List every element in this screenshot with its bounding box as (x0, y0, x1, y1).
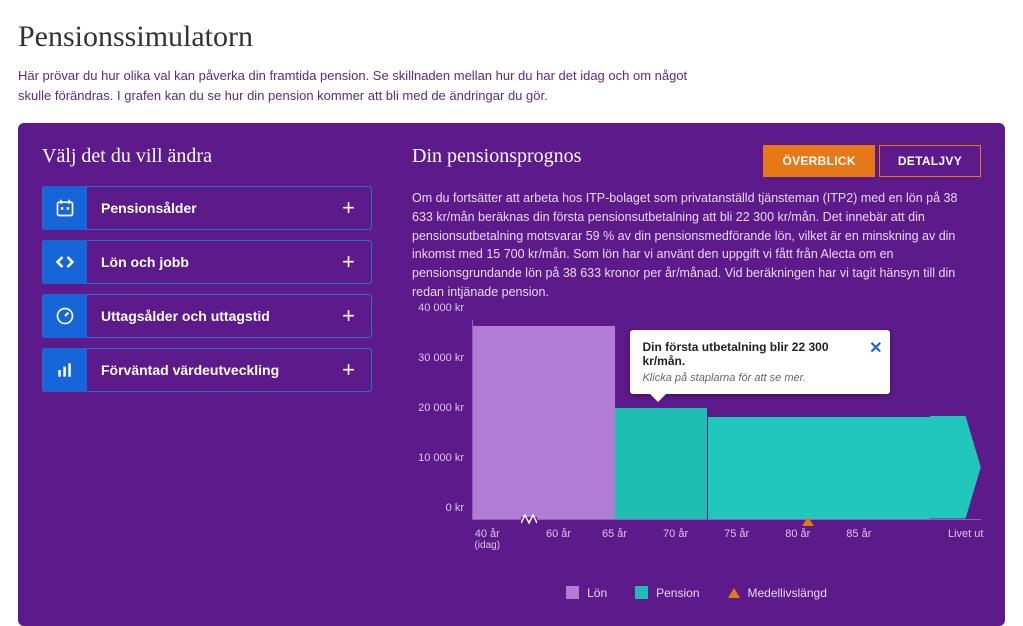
legend-label: Lön (587, 586, 607, 600)
legend-salary: Lön (566, 586, 607, 600)
close-icon[interactable]: ✕ (869, 338, 882, 358)
chart-legend: Lön Pension Medellivslängd (412, 586, 981, 600)
life-expectancy-marker (802, 517, 814, 526)
option-label: Lön och jobb (87, 254, 326, 270)
x-tick-label: Livet ut (948, 528, 983, 540)
view-tabs: ÖVERBLICK DETALJVY (763, 145, 981, 177)
triangle-icon (728, 588, 740, 598)
swatch-salary (566, 586, 579, 599)
legend-life-expectancy: Medellivslängd (728, 586, 827, 600)
option-salary-job[interactable]: Lön och jobb + (42, 240, 372, 284)
expand-icon: + (326, 303, 371, 329)
chart-x-axis: 40 år(idag) 60 år 65 år 70 år 75 år 80 år 85 å… (472, 520, 981, 568)
option-label: Pensionsålder (87, 200, 326, 216)
tooltip-hint: Klicka på staplarna för att se mer. (642, 372, 856, 384)
tab-overview[interactable]: ÖVERBLICK (763, 145, 874, 177)
option-label: Förväntad värdeutveckling (87, 362, 326, 378)
option-label: Uttagsålder och uttagstid (87, 308, 326, 324)
prognosis-text: Om du fortsätter att arbeta hos ITP-bola… (412, 189, 981, 302)
option-withdrawal[interactable]: Uttagsålder och uttagstid + (42, 294, 372, 338)
pension-chart: 0 kr10 000 kr20 000 kr30 000 kr40 000 kr… (412, 320, 981, 600)
bar-pension[interactable] (707, 417, 931, 519)
tab-detail[interactable]: DETALJVY (879, 145, 981, 177)
bar-pension[interactable] (615, 408, 706, 519)
chart-y-axis: 0 kr10 000 kr20 000 kr30 000 kr40 000 kr (412, 320, 472, 520)
page-title: Pensionssimulatorn (18, 20, 1005, 54)
barchart-icon (43, 348, 87, 392)
simulator-panel: Välj det du vill ändra Pensionsålder + L… (18, 123, 1005, 626)
x-tick-label: 80 år (785, 528, 810, 540)
legend-label: Medellivslängd (748, 586, 827, 600)
gauge-icon (43, 294, 87, 338)
y-tick-label: 20 000 kr (418, 402, 464, 414)
chart-plot-area[interactable]: Din första utbetalning blir 22 300 kr/må… (472, 320, 981, 520)
x-tick-label: 40 år(idag) (474, 528, 500, 551)
x-tick-label: 85 år (846, 528, 871, 540)
expand-icon: + (326, 195, 371, 221)
x-tick-label: 70 år (663, 528, 688, 540)
chart-tooltip: Din första utbetalning blir 22 300 kr/må… (630, 330, 890, 394)
option-growth[interactable]: Förväntad värdeutveckling + (42, 348, 372, 392)
page-intro: Här prövar du hur olika val kan påverka … (18, 66, 698, 105)
option-pension-age[interactable]: Pensionsålder + (42, 186, 372, 230)
expand-icon: + (326, 357, 371, 383)
y-tick-label: 30 000 kr (418, 352, 464, 364)
legend-label: Pension (656, 586, 699, 600)
legend-pension: Pension (635, 586, 699, 600)
options-heading: Välj det du vill ändra (42, 145, 372, 168)
prognosis-column: Din pensionsprognos ÖVERBLICK DETALJVY O… (412, 145, 981, 600)
y-tick-label: 40 000 kr (418, 302, 464, 314)
x-tick-label: 60 år (546, 528, 571, 540)
bar-salary[interactable] (473, 326, 615, 518)
bar-pension-arrow[interactable] (930, 416, 981, 519)
code-icon (43, 240, 87, 284)
options-column: Välj det du vill ändra Pensionsålder + L… (42, 145, 372, 600)
calendar-icon (43, 186, 87, 230)
y-tick-label: 0 kr (446, 502, 464, 514)
swatch-pension (635, 586, 648, 599)
prognosis-heading: Din pensionsprognos (412, 145, 581, 168)
expand-icon: + (326, 249, 371, 275)
tooltip-title: Din första utbetalning blir 22 300 kr/må… (642, 340, 828, 368)
x-tick-label: 65 år (602, 528, 627, 540)
y-tick-label: 10 000 kr (418, 452, 464, 464)
x-tick-label: 75 år (724, 528, 749, 540)
